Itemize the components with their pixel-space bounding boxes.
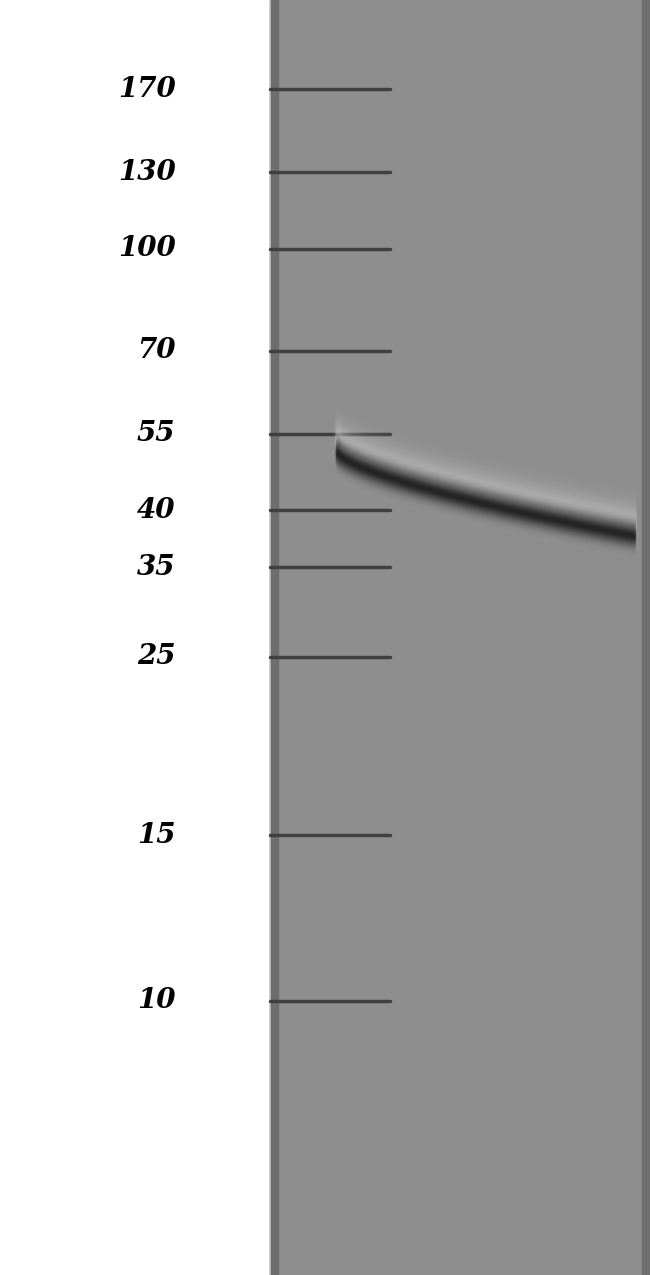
Bar	[642, 0, 650, 1275]
Text: 130: 130	[118, 158, 176, 186]
Text: 10: 10	[137, 987, 176, 1015]
Text: 55: 55	[137, 419, 176, 448]
Bar	[0, 0, 270, 1275]
Bar	[270, 0, 278, 1275]
Text: 35: 35	[137, 553, 176, 581]
Text: 100: 100	[118, 235, 176, 263]
Text: 70: 70	[137, 337, 176, 365]
Text: 170: 170	[118, 75, 176, 103]
Bar	[270, 0, 650, 1275]
Text: 15: 15	[137, 821, 176, 849]
Text: 25: 25	[137, 643, 176, 671]
Text: 40: 40	[137, 496, 176, 524]
